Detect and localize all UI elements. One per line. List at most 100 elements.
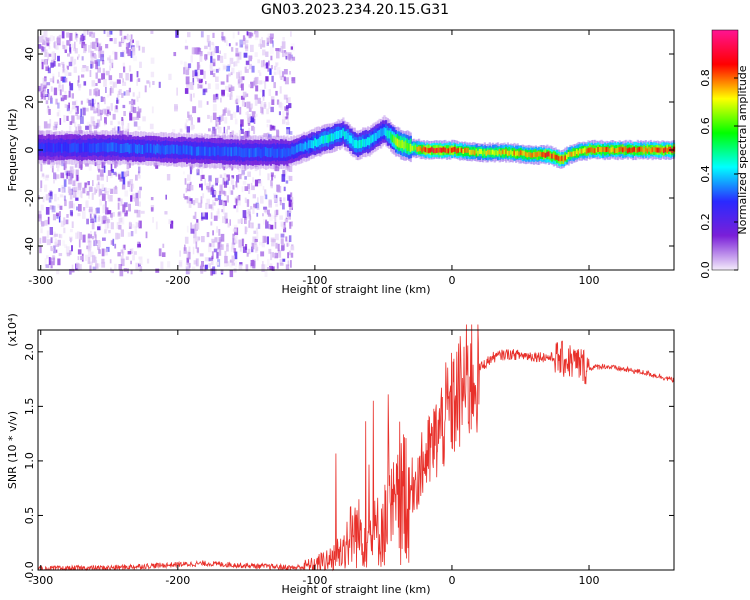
spectrogram-speckle	[283, 50, 287, 54]
spectrogram-speckle	[262, 213, 264, 217]
spectrogram-speckle	[89, 213, 92, 219]
spectrogram-speckle	[280, 233, 285, 238]
spectrogram-speckle	[256, 203, 260, 210]
spectrogram-speckle	[133, 197, 136, 202]
spectrogram-speckle	[168, 219, 172, 225]
spectrogram-speckle	[118, 89, 122, 95]
spectrogram-speckle	[103, 30, 106, 34]
spectrogram-speckle	[120, 249, 124, 254]
spectrogram-ridge-cell	[375, 132, 378, 141]
snr-y-tick-label: 2.0	[23, 343, 36, 361]
spectrogram-ridge-cell	[209, 147, 212, 157]
spectrogram-speckle	[246, 252, 249, 257]
spectrogram-ridge-cell	[278, 147, 281, 157]
spectrogram-speckle	[95, 91, 98, 97]
spectrogram-speckle	[62, 44, 66, 50]
spectrogram-speckle	[46, 108, 50, 114]
spectrogram-ridge-cell	[483, 149, 486, 155]
spectrogram-speckle	[93, 187, 96, 195]
spectrogram-speckle	[289, 71, 291, 75]
spectrogram-ridge-cell	[265, 147, 268, 157]
spectrogram-speckle	[115, 173, 118, 177]
spectrogram-speckle	[94, 99, 96, 105]
spectrogram-speckle	[113, 157, 117, 165]
spectrogram-speckle	[208, 243, 212, 247]
spectrogram-ridge-cell	[291, 146, 294, 155]
spectrogram-speckle	[39, 237, 42, 244]
spectrogram-speckle	[126, 170, 129, 175]
spectrogram-speckle	[56, 212, 59, 217]
spectrogram-speckle	[76, 115, 81, 120]
colorbar-ticks: 0.00.20.40.60.8	[699, 69, 738, 279]
spectrogram-speckle	[265, 219, 268, 226]
spectrogram-speckle	[61, 31, 65, 39]
spectrogram-speckle	[86, 121, 91, 129]
spectrogram-speckle	[68, 201, 71, 209]
spectrogram-speckle	[103, 79, 107, 87]
spectrogram-ridge-cell	[598, 147, 602, 152]
spectrogram-speckle	[98, 50, 102, 58]
spectrogram-ridge-cell	[169, 145, 172, 155]
spectrogram-ridge-cell	[334, 131, 337, 140]
spectrogram-ridge-cell	[649, 148, 653, 154]
spectrogram-speckle	[49, 119, 52, 127]
spectrogram-speckle	[214, 47, 217, 53]
spectrogram-speckle	[198, 79, 202, 84]
spectrogram-speckle	[100, 54, 104, 62]
spectrogram-speckle	[184, 45, 189, 50]
spectrogram-speckle	[232, 184, 235, 190]
spectrogram-speckle	[104, 110, 106, 115]
spectrogram-ridge-cell	[580, 148, 583, 154]
spectrogram-speckle	[120, 198, 123, 206]
spectrogram-ridge-cell	[167, 145, 171, 155]
spectrogram-speckle	[75, 110, 79, 116]
spectrogram-speckle	[45, 176, 49, 181]
spectrogram-speckle	[247, 209, 251, 215]
spectrogram-speckle	[55, 98, 58, 105]
spectrogram-speckle	[46, 239, 51, 246]
spectrogram-ridge-cell	[569, 151, 572, 157]
spectrogram-speckle	[101, 258, 105, 264]
colorbar-tick-label: 0.2	[699, 213, 712, 231]
spectrogram-ridge-cell	[89, 143, 92, 153]
spectrogram-speckle	[83, 207, 86, 211]
spectrogram-y-tick-label: -20	[23, 189, 36, 207]
spectrogram-speckle	[105, 191, 109, 195]
spectrogram-speckle	[128, 65, 132, 72]
spectrogram-speckle	[260, 60, 265, 68]
spectrogram-speckle	[77, 80, 79, 87]
spectrogram-speckle	[123, 66, 126, 73]
spectrogram-speckle	[234, 118, 238, 125]
spectrogram-speckle	[250, 44, 254, 52]
spectrogram-speckle	[138, 108, 142, 113]
spectrogram-speckle	[277, 243, 280, 252]
spectrogram-speckle	[288, 131, 293, 135]
snr-y-ticks: 0.00.51.01.52.0	[23, 343, 674, 579]
spectrogram-speckle	[51, 247, 54, 252]
spectrogram-speckle	[268, 89, 271, 96]
spectrogram-ridge-cell	[123, 143, 126, 153]
spectrogram-speckle	[101, 96, 106, 102]
spectrogram-ridge-cell	[115, 143, 118, 152]
spectrogram-ridge-cell	[546, 151, 549, 157]
spectrogram-speckle	[229, 219, 231, 226]
spectrogram-speckle	[257, 179, 261, 184]
spectrogram-ridge-cell	[227, 147, 230, 157]
spectrogram-ridge-cell	[261, 148, 264, 158]
spectrogram-speckle	[93, 235, 96, 239]
spectrogram-speckle	[244, 197, 247, 203]
spectrogram-speckle	[110, 222, 114, 230]
spectrogram-speckle	[90, 50, 94, 59]
spectrogram-speckle	[262, 80, 266, 84]
spectrogram-speckle	[220, 97, 222, 103]
spectrogram-speckle	[91, 236, 94, 240]
spectrogram-speckle	[274, 222, 277, 229]
spectrogram-speckle	[49, 78, 54, 82]
spectrogram-speckle	[71, 221, 74, 228]
spectrogram-speckle	[240, 218, 244, 224]
spectrogram-speckle	[260, 251, 265, 257]
spectrogram-speckle	[64, 199, 67, 207]
spectrogram-speckle	[121, 36, 126, 43]
spectrogram-ridge-cell	[46, 142, 49, 152]
spectrogram-speckle	[248, 135, 252, 140]
